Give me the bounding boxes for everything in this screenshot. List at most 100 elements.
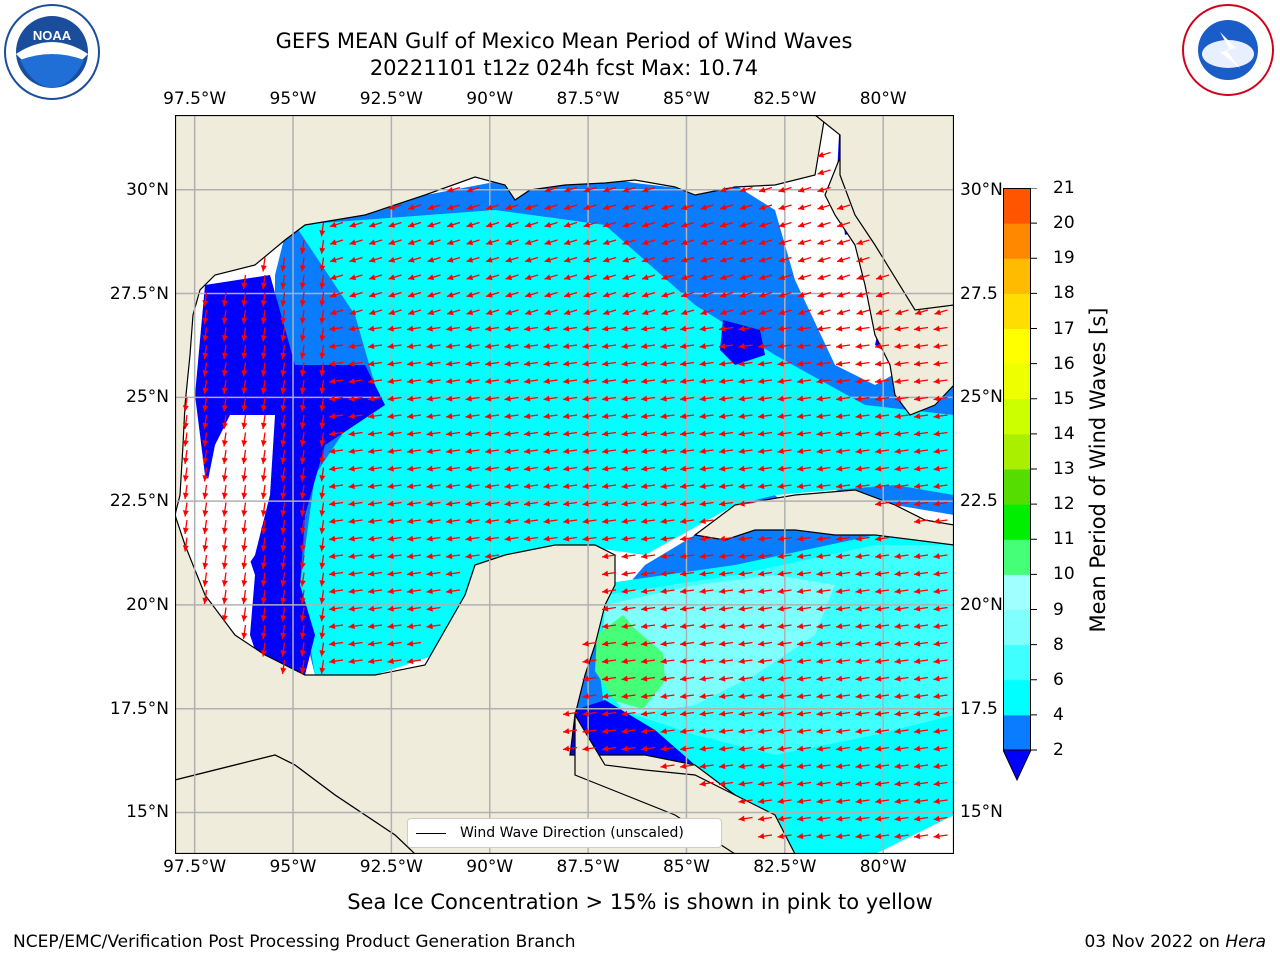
wave-direction-arrow	[738, 605, 753, 612]
wave-direction-arrow	[738, 378, 753, 385]
wave-direction-arrow	[484, 483, 500, 490]
wave-direction-arrow	[913, 815, 929, 822]
wave-direction-arrow	[562, 448, 578, 455]
wave-direction-arrow	[835, 448, 851, 455]
wave-direction-arrow	[934, 309, 948, 316]
wave-direction-arrow	[660, 500, 675, 507]
wave-direction-arrow	[299, 502, 306, 517]
wave-direction-arrow	[835, 675, 851, 682]
wave-direction-arrow	[738, 535, 753, 542]
wave-direction-arrow	[777, 693, 792, 700]
wave-direction-arrow	[465, 518, 480, 525]
wave-direction-arrow	[660, 658, 675, 665]
wave-direction-arrow	[640, 745, 656, 752]
wave-direction-arrow	[329, 309, 344, 316]
wave-direction-arrow	[504, 413, 519, 420]
wave-direction-arrow	[640, 553, 656, 560]
wave-direction-arrow	[796, 360, 812, 367]
wave-direction-arrow	[875, 274, 890, 281]
wave-direction-arrow	[387, 395, 402, 402]
wave-direction-arrow	[543, 500, 558, 507]
wave-direction-arrow	[582, 360, 597, 367]
wave-direction-arrow	[202, 397, 209, 412]
wave-direction-arrow	[582, 448, 597, 455]
wave-direction-arrow	[601, 693, 617, 700]
colorbar-segment	[1003, 188, 1031, 224]
wave-direction-arrow	[280, 397, 287, 412]
wave-direction-arrow	[583, 204, 597, 211]
wave-direction-arrow	[621, 413, 636, 420]
wave-direction-arrow	[484, 553, 500, 560]
wave-direction-arrow	[299, 449, 306, 465]
wave-direction-arrow	[299, 572, 306, 587]
wave-direction-arrow	[835, 693, 851, 700]
wave-direction-arrow	[757, 780, 773, 787]
wave-direction-arrow	[640, 360, 656, 367]
wave-direction-arrow	[874, 448, 890, 455]
wave-direction-arrow	[855, 430, 870, 437]
wave-direction-arrow	[719, 239, 734, 246]
wave-direction-arrow	[260, 624, 267, 640]
wave-direction-arrow	[582, 518, 597, 525]
wave-direction-arrow	[484, 500, 500, 507]
wave-direction-arrow	[319, 537, 326, 552]
wave-direction-arrow	[738, 325, 753, 332]
wave-direction-arrow	[718, 658, 734, 665]
wave-direction-arrow	[933, 465, 948, 472]
wave-direction-arrow	[699, 693, 714, 700]
lon-label-bottom: 90°W	[466, 857, 514, 877]
wave-direction-arrow	[835, 325, 851, 332]
wave-direction-arrow	[621, 605, 636, 612]
wave-direction-arrow	[202, 432, 209, 447]
wave-direction-arrow	[856, 239, 870, 246]
wave-direction-arrow	[543, 343, 558, 350]
wave-direction-arrow	[562, 395, 578, 402]
wave-direction-arrow	[816, 395, 831, 402]
wave-direction-arrow	[680, 256, 695, 263]
lon-label-bottom: 82.5°W	[753, 857, 817, 877]
wave-direction-arrow	[426, 605, 441, 612]
wave-direction-arrow	[523, 430, 539, 437]
wave-direction-arrow	[241, 414, 248, 430]
wave-direction-arrow	[445, 378, 461, 385]
wave-direction-arrow	[699, 745, 714, 752]
wave-direction-arrow	[913, 658, 929, 665]
wave-direction-arrow	[874, 693, 890, 700]
wave-direction-arrow	[718, 395, 734, 402]
wave-direction-arrow	[523, 378, 539, 385]
wave-direction-arrow	[484, 535, 500, 542]
wave-direction-arrow	[679, 395, 695, 402]
wave-direction-arrow	[816, 658, 831, 665]
wave-direction-arrow	[933, 728, 948, 735]
wave-direction-arrow	[319, 449, 326, 465]
wave-direction-arrow	[660, 605, 675, 612]
wave-direction-arrow	[660, 465, 675, 472]
wave-direction-arrow	[796, 430, 812, 437]
wave-direction-arrow	[757, 465, 773, 472]
wave-direction-arrow	[524, 274, 539, 281]
wave-direction-arrow	[835, 360, 851, 367]
wave-direction-arrow	[874, 360, 890, 367]
wave-direction-arrow	[523, 535, 539, 542]
wave-direction-arrow	[221, 607, 228, 622]
wave-direction-arrow	[406, 483, 422, 490]
wave-direction-arrow	[241, 484, 248, 500]
lon-label-bottom: 85°W	[662, 857, 710, 877]
wave-direction-arrow	[562, 710, 578, 717]
wave-direction-arrow	[777, 605, 792, 612]
wave-direction-arrow	[280, 432, 287, 447]
wave-direction-arrow	[816, 448, 831, 455]
wave-direction-arrow	[329, 239, 344, 246]
wave-direction-arrow	[874, 710, 890, 717]
wave-direction-arrow	[913, 798, 929, 805]
wave-direction-arrow	[679, 745, 695, 752]
wave-direction-arrow	[406, 570, 422, 577]
wave-direction-arrow	[797, 204, 812, 211]
wave-direction-arrow	[777, 763, 792, 770]
wave-direction-arrow	[387, 570, 402, 577]
wave-direction-arrow	[544, 256, 558, 263]
wave-direction-arrow	[466, 291, 480, 298]
wave-direction-arrow	[601, 675, 617, 682]
wave-direction-arrow	[280, 309, 287, 325]
wave-direction-arrow	[699, 500, 714, 507]
